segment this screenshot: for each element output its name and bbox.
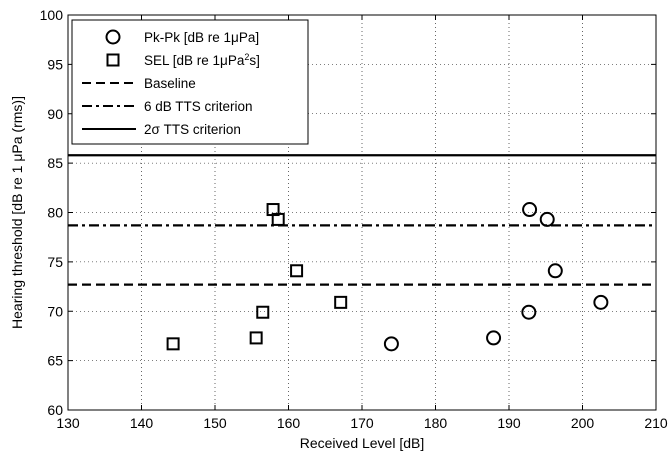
legend-entry-pkpk: Pk-Pk [dB re 1μPa]: [105, 29, 259, 45]
data-point-pkpk: [593, 294, 609, 310]
x-axis-label: Received Level [dB]: [300, 435, 425, 451]
y-tick-label: 65: [47, 353, 63, 369]
legend-square-icon: [106, 53, 120, 67]
data-point-pkpk: [521, 304, 537, 320]
y-tick-label: 85: [47, 155, 63, 171]
legend: Pk-Pk [dB re 1μPa] SEL [dB re 1μPa2s] Ba…: [71, 19, 309, 145]
y-tick-label: 70: [47, 303, 63, 319]
data-point-pkpk: [522, 202, 538, 218]
y-axis-label-mu: μ: [9, 154, 25, 162]
legend-label-2sigma: 2σ TTS criterion: [144, 122, 241, 137]
data-points: [166, 202, 609, 352]
legend-label-sel: SEL [dB re 1μPa2s]: [144, 52, 260, 68]
legend-entry-baseline: Baseline: [82, 76, 196, 91]
x-tick-label: 150: [203, 415, 227, 431]
axis-ticks: 130 140 150 160 170 180 190 200 210 60 65 70 75 80 85 9…: [40, 7, 668, 431]
x-tick-label: 210: [644, 415, 668, 431]
data-point-sel: [334, 295, 348, 309]
data-point-pkpk: [547, 263, 563, 279]
x-tick-label: 160: [277, 415, 301, 431]
y-tick-label: 60: [47, 402, 63, 418]
x-tick-label: 190: [497, 415, 521, 431]
data-point-sel: [256, 305, 270, 319]
data-point-sel: [166, 337, 180, 351]
x-tick-label: 130: [56, 415, 80, 431]
y-axis-label-main: Hearing threshold [dB re 1: [9, 162, 25, 329]
y-tick-label: 100: [40, 7, 64, 23]
x-tick-label: 170: [350, 415, 374, 431]
x-tick-label: 180: [424, 415, 448, 431]
legend-label-pkpk: Pk-Pk [dB re 1μPa]: [144, 30, 259, 45]
data-point-pkpk: [539, 211, 555, 227]
data-point-pkpk: [383, 336, 399, 352]
reference-lines: [68, 154, 656, 286]
y-tick-label: 75: [47, 254, 63, 270]
legend-entry-sel: SEL [dB re 1μPa2s]: [106, 52, 260, 68]
data-point-sel: [249, 331, 263, 345]
y-axis-label-rest: Pa (rms)]: [9, 96, 25, 154]
legend-entry-2sigma: 2σ TTS criterion: [82, 122, 241, 137]
legend-entry-6db: 6 dB TTS criterion: [82, 99, 253, 114]
data-point-sel: [290, 264, 304, 278]
y-tick-label: 90: [47, 106, 63, 122]
legend-label-6db: 6 dB TTS criterion: [144, 99, 253, 114]
legend-marker-circle: [105, 29, 121, 45]
legend-label-baseline: Baseline: [144, 76, 196, 91]
x-tick-label: 200: [571, 415, 595, 431]
y-tick-label: 95: [47, 56, 63, 72]
data-point-sel: [271, 212, 285, 226]
x-tick-label: 140: [130, 415, 154, 431]
legend-circle-icon: [105, 29, 121, 45]
data-point-pkpk: [486, 330, 502, 346]
y-tick-label: 80: [47, 205, 63, 221]
y-axis-label: Hearing threshold [dB re 1 μPa (rms)]: [9, 96, 25, 329]
legend-marker-square: [106, 53, 120, 67]
